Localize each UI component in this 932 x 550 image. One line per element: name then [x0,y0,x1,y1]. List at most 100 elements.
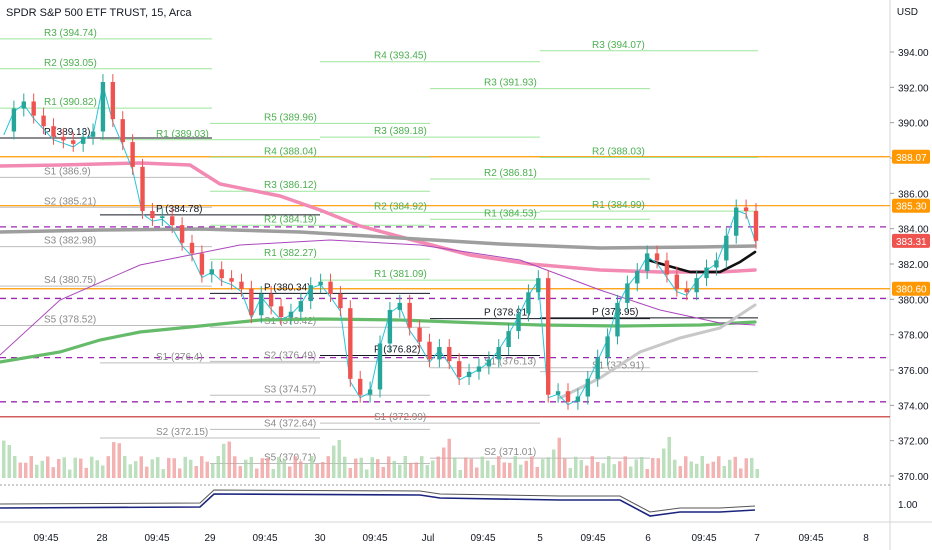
candle-body [476,366,482,372]
volume-bar [667,436,671,478]
ma-gray-line [0,227,757,250]
pivot-label-12: S2 (372.15) [156,427,208,438]
price-axis[interactable]: 394.00392.00390.00388.00386.00384.00382.… [890,48,930,483]
volume-bar [524,460,528,478]
time-tick-label: 09:45 [798,533,823,544]
volume-bar [629,466,633,478]
candle-body [229,278,234,282]
volume-bar [128,464,132,478]
candle-body [417,327,422,342]
pivot-label-38: R2 (388.03) [592,146,645,157]
volume-bar [458,469,462,478]
volume-bar [403,456,407,478]
pivot-label-19: S1 (378.42) [264,316,316,327]
candle-body [427,341,432,360]
candle-body [160,216,165,219]
volume-bar [266,457,270,478]
candlesticks [11,74,759,410]
volume-bar [211,463,215,478]
volume-bar [79,458,83,478]
volume-bar [370,457,374,478]
candle-body [694,278,699,293]
ma-green-line [0,317,757,364]
price-badge-label: 380.60 [896,285,927,296]
pivot-label-35: S1 (376.13) [484,357,536,368]
candle-body [328,281,333,295]
volume-bar [623,456,627,478]
candle-body [486,359,492,367]
moving-averages [0,84,757,406]
volume-bar [271,468,275,478]
volume-bar [431,460,435,478]
candle-body [189,242,195,254]
volume-bar [656,458,660,478]
volume-bar [24,462,28,478]
candle-body [734,207,739,236]
volume-bar [546,457,550,478]
volume-bar [486,460,490,478]
volume-bar [238,466,242,478]
volume-bar [392,460,396,478]
price-tick-label: 376.00 [898,366,929,377]
volume-bar [304,464,308,478]
candle-body [179,225,185,243]
candle-body [348,308,353,379]
pivot-levels: R3 (394.74) R2 (393.05) R1 (390.82) P (389.… [0,28,758,464]
candle-body [714,260,719,268]
pivot-label-27: R1 (381.09) [374,269,427,280]
pivot-label-21: S3 (374.57) [264,384,316,395]
volume-bar [618,461,622,478]
volume-bar [343,456,347,478]
pivot-label-8: S5 (378.52) [44,314,96,325]
volume-bar [244,459,248,478]
volume-bar [90,456,94,478]
volume-bar [574,456,578,478]
candle-body [397,302,402,310]
pivot-label-37: R3 (394.07) [592,40,645,51]
candle-body [259,294,264,316]
pivot-label-28: P (376.82) [374,345,421,356]
pivot-label-5: S2 (385.21) [44,196,96,207]
volume-bar [260,458,264,478]
price-tick-label: 374.00 [898,401,929,412]
volume-bar [607,456,611,478]
time-tick-label: 30 [314,533,326,544]
volume-bar [161,469,165,478]
volume-bar [288,466,292,478]
volume-bar [117,443,121,478]
candle-body [51,126,56,137]
volume-bar [376,459,380,478]
volume-bar [326,456,330,478]
volume-bar [596,461,600,478]
volume-bar [381,466,385,478]
volume-bar [442,447,446,478]
candle-body [447,347,452,362]
candle-body [724,235,729,261]
candle-body [605,336,610,358]
volume-bar [321,461,325,478]
candle-body [466,371,472,378]
indicator-line [0,493,756,517]
candle-body [684,288,689,293]
volume-bar [722,466,726,478]
volume-bar [348,468,352,478]
volume-bar [502,462,506,478]
candle-body [249,288,254,316]
price-tick-label: 378.00 [898,331,929,342]
volume-bar [13,456,17,478]
candle-body [80,136,86,144]
pivot-label-39: R1 (384.99) [592,200,645,211]
candle-body [595,357,600,379]
candle-body [199,253,205,275]
time-axis[interactable]: 09:45 28 09:45 29 09:45 30 09:45 Jul 09:45 5 09:45… [33,533,869,544]
candle-body [407,302,412,328]
time-tick-label: 6 [645,533,651,544]
candle-body [288,311,294,317]
candle-body [318,281,323,286]
volume-bar [101,465,105,478]
volume-bar [194,465,198,478]
volume-bar [354,458,358,478]
volume-bar [662,448,666,478]
pivot-label-15: R3 (386.12) [264,180,317,191]
